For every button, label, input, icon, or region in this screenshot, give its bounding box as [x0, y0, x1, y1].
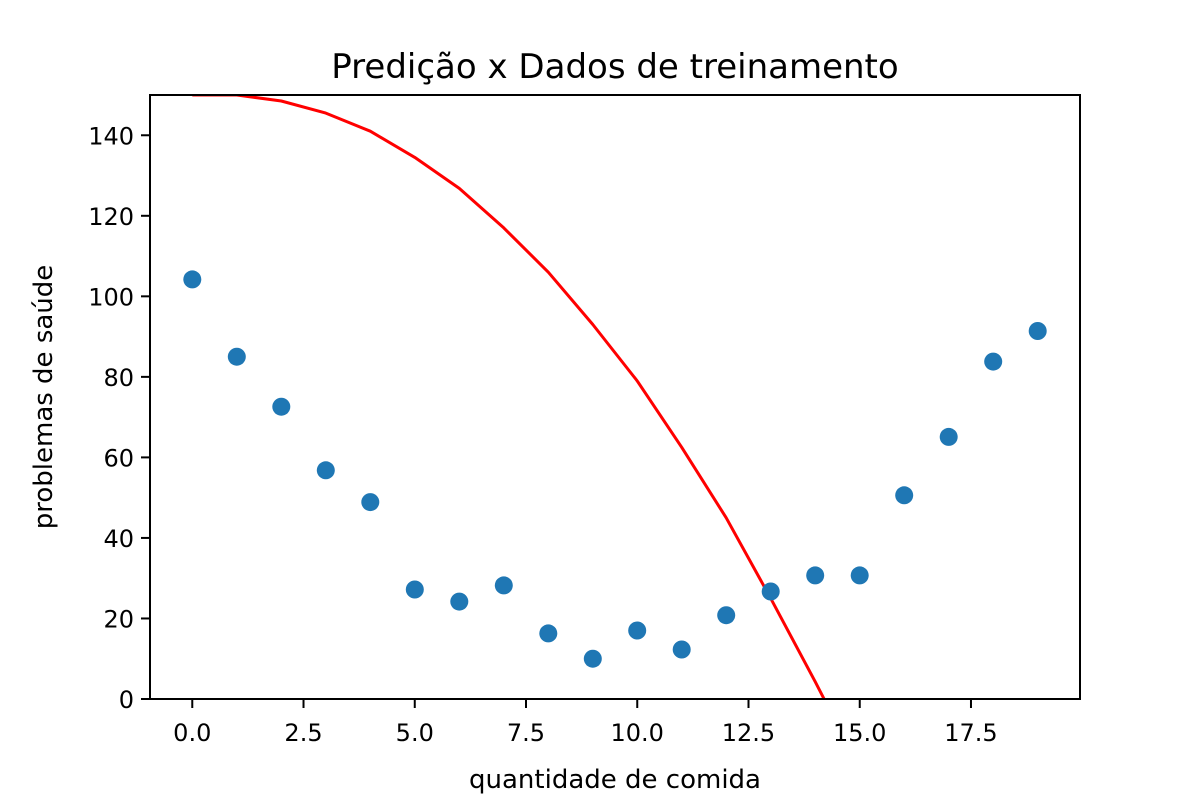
- y-tick-label: 20: [103, 605, 134, 633]
- data-point: [361, 493, 380, 512]
- data-point: [761, 582, 780, 601]
- chart-title: Predição x Dados de treinamento: [331, 47, 898, 87]
- data-point: [939, 427, 958, 446]
- y-tick-label: 0: [119, 686, 134, 714]
- data-point: [984, 352, 1003, 371]
- y-tick-label: 100: [88, 283, 134, 311]
- data-point: [717, 606, 736, 625]
- data-point: [806, 566, 825, 585]
- x-tick-label: 15.0: [833, 719, 886, 747]
- y-tick-label: 40: [103, 525, 134, 553]
- data-point: [895, 486, 914, 505]
- x-tick-label: 17.5: [944, 719, 997, 747]
- data-point: [850, 566, 869, 585]
- x-tick-label: 0.0: [173, 719, 211, 747]
- data-point: [272, 397, 291, 416]
- data-point: [316, 461, 335, 480]
- x-tick-label: 2.5: [284, 719, 322, 747]
- y-tick-label: 80: [103, 364, 134, 392]
- data-point: [494, 576, 513, 595]
- data-point: [405, 580, 424, 599]
- x-tick-label: 12.5: [722, 719, 775, 747]
- x-tick-label: 5.0: [396, 719, 434, 747]
- plot-frame: [149, 94, 1081, 700]
- data-point: [450, 592, 469, 611]
- x-axis-label: quantidade de comida: [469, 765, 761, 795]
- data-point: [672, 640, 691, 659]
- y-axis-label: problemas de saúde: [29, 265, 59, 530]
- data-point: [583, 649, 602, 668]
- x-tick-label: 10.0: [611, 719, 664, 747]
- y-tick-label: 60: [103, 444, 134, 472]
- series-layer: [183, 95, 1047, 699]
- x-tick-label: 7.5: [507, 719, 545, 747]
- data-point: [183, 270, 202, 289]
- data-point: [227, 347, 246, 366]
- data-point: [539, 624, 558, 643]
- y-tick-label: 120: [88, 203, 134, 231]
- prediction-line: [192, 95, 826, 699]
- data-point: [1028, 322, 1047, 340]
- y-axis: 0 20 40 60 80 100 120 140: [88, 122, 150, 714]
- data-point: [628, 621, 647, 640]
- x-axis: 0.0 2.5 5.0 7.5 10.0 12.5 15.0 17.5: [173, 699, 998, 747]
- y-tick-label: 140: [88, 122, 134, 150]
